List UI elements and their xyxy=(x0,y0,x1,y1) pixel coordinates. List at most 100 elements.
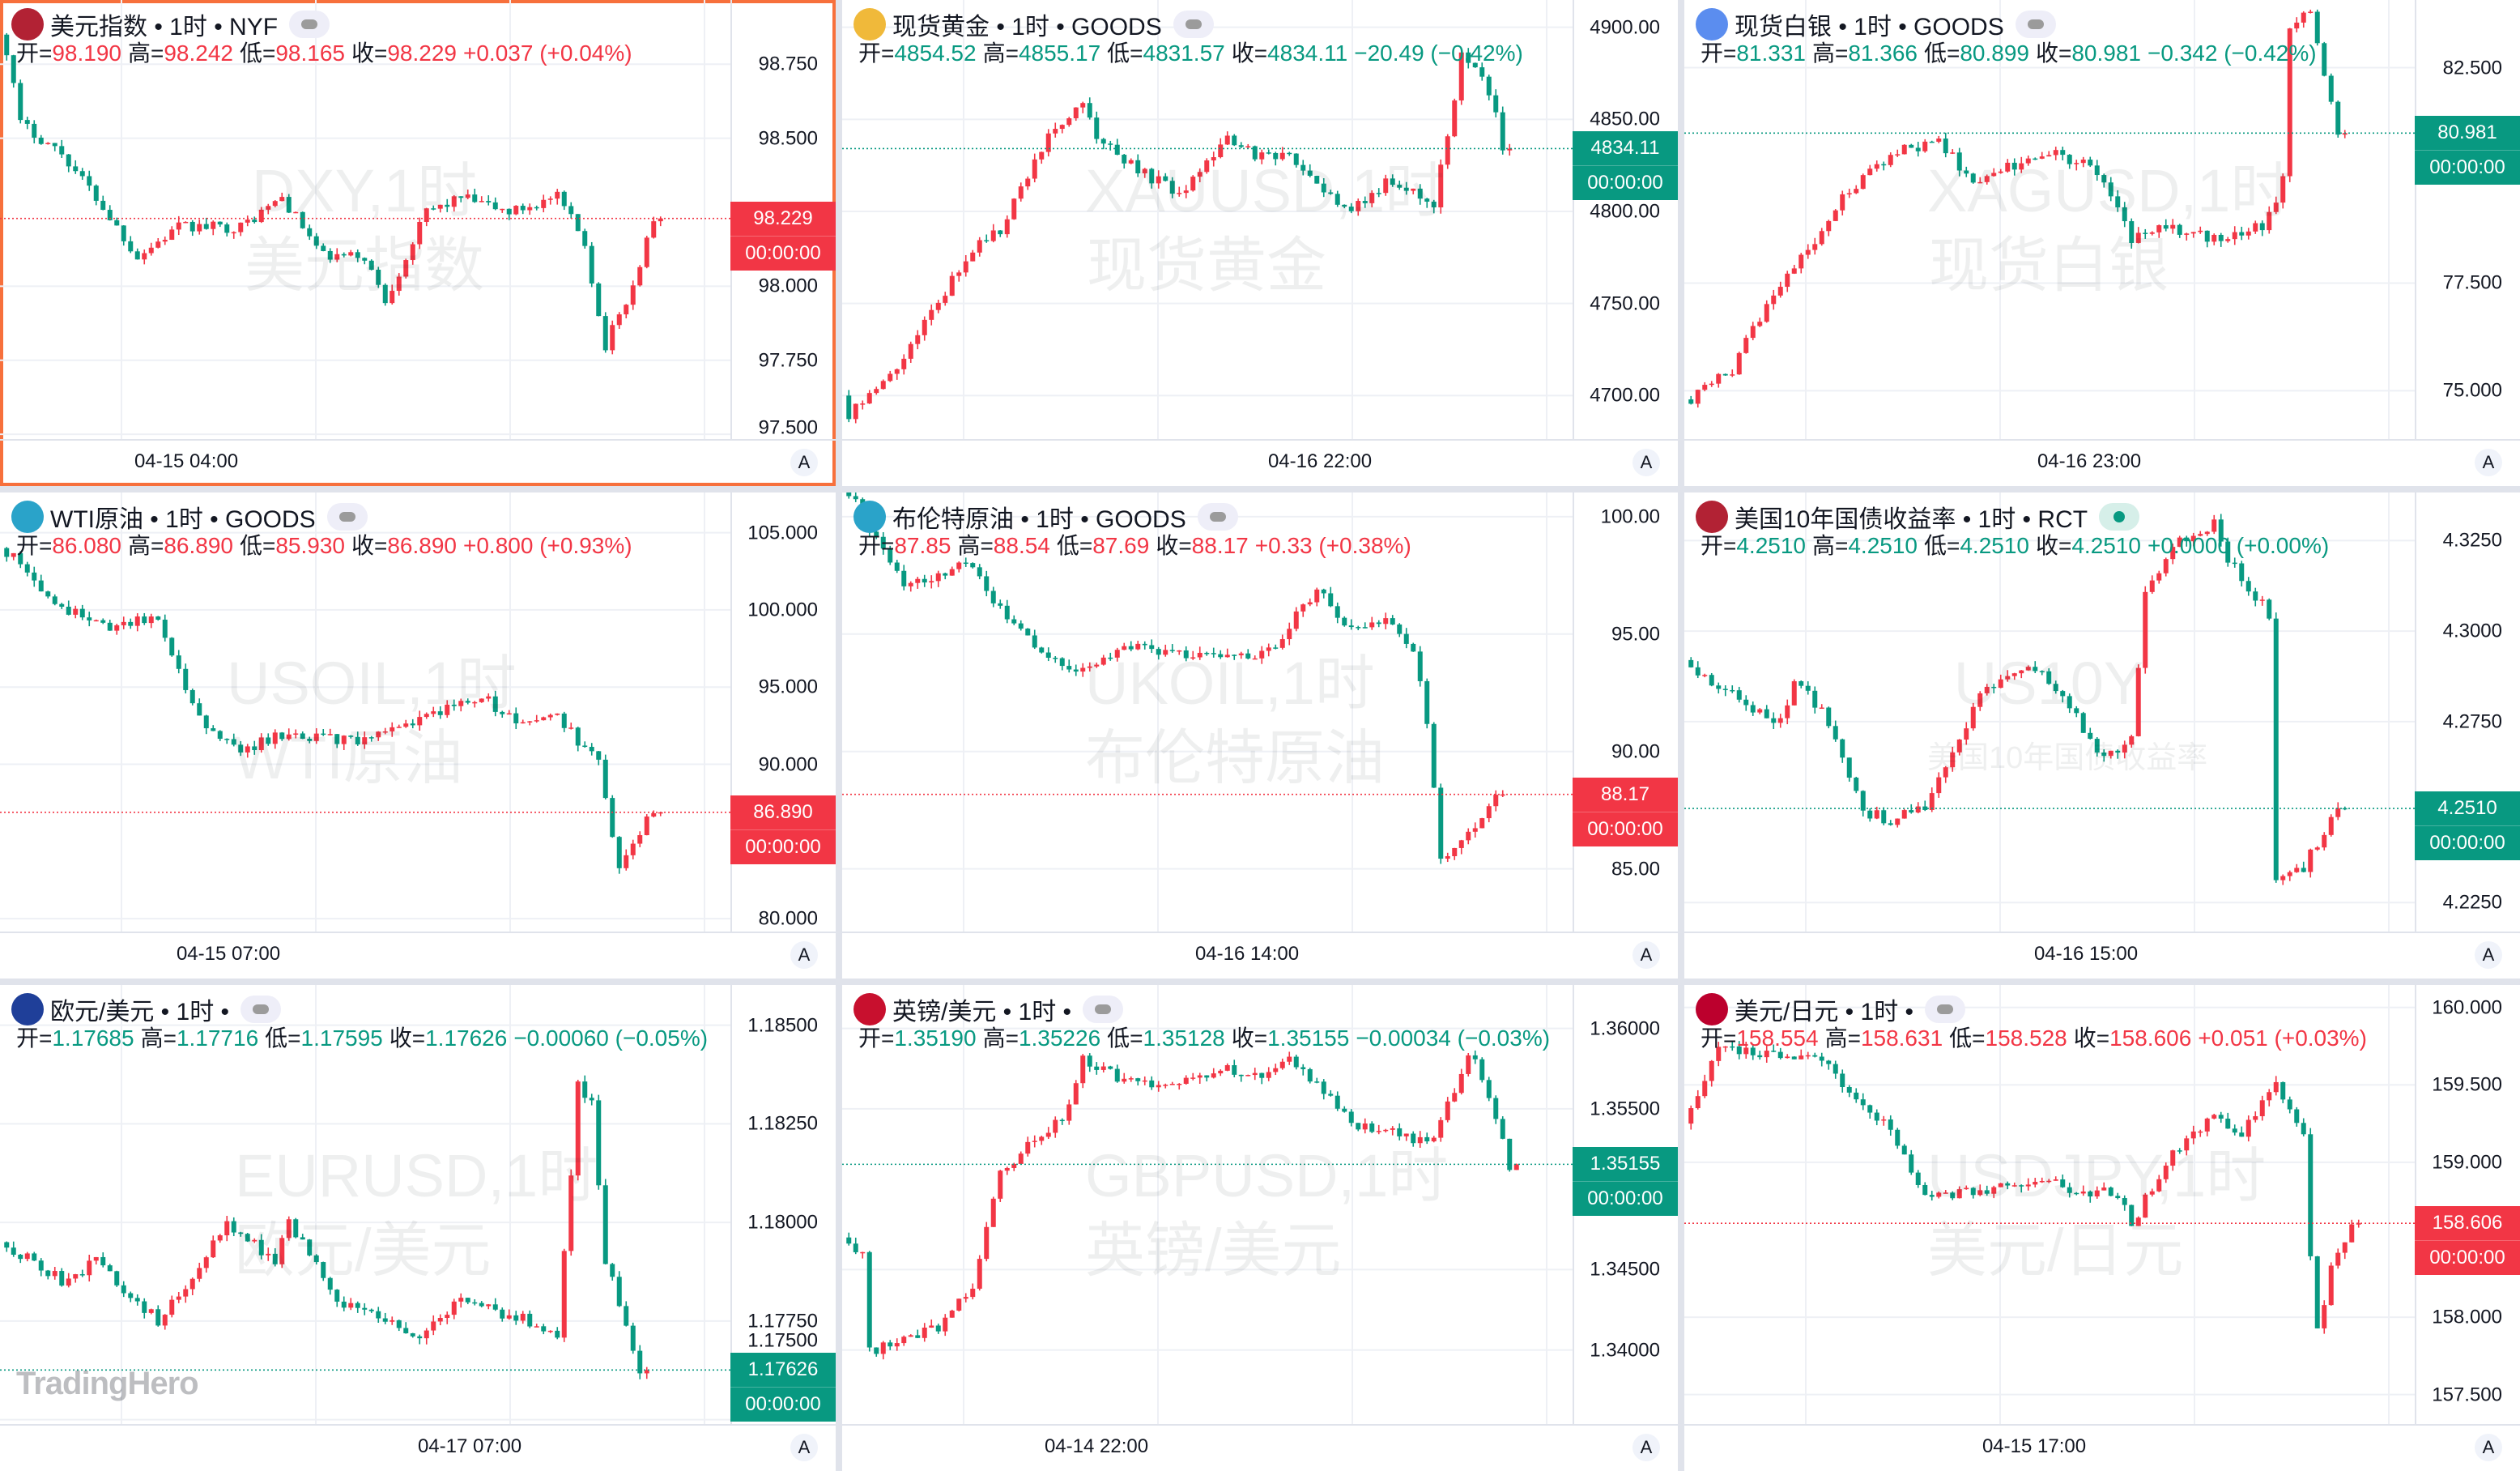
candle-body xyxy=(2011,162,2017,170)
candle-body xyxy=(38,137,44,144)
symbol-title[interactable]: 美元/日元 • 1时 • xyxy=(1735,999,1914,1025)
auto-scale-button[interactable]: A xyxy=(2475,941,2502,969)
chart-plot-area[interactable]: EURUSD,1时 欧元/美元 TradingHero xyxy=(0,985,730,1424)
symbol-header[interactable]: 美国10年国债收益率 • 1时 • RCT xyxy=(1696,499,2140,535)
chart-panel[interactable]: DXY,1时 美元指数 美元指数 • 1时 • NYF 开=98.190 高=98.24… xyxy=(0,0,836,486)
price-axis[interactable]: 105.000 100.000 95.000 90.000 80.000 xyxy=(730,492,836,932)
time-axis[interactable]: 04-16 14:00 A xyxy=(842,932,1678,979)
chart-plot-area[interactable]: XAGUSD,1时 现货白银 xyxy=(1684,0,2415,439)
symbol-header[interactable]: 现货黄金 • 1时 • GOODS xyxy=(853,6,1214,42)
symbol-header[interactable]: 美元指数 • 1时 • NYF xyxy=(11,6,330,42)
time-axis[interactable]: 04-16 23:00 A xyxy=(1684,439,2520,486)
candle-body xyxy=(313,236,319,246)
chart-panel[interactable]: USDJPY,1时 美元/日元 美元/日元 • 1时 • 开=158.554 高=158… xyxy=(1684,985,2520,1471)
status-badge[interactable] xyxy=(241,996,282,1023)
auto-scale-button[interactable]: A xyxy=(790,449,818,476)
status-badge[interactable] xyxy=(289,11,330,38)
chart-panel[interactable]: GBPUSD,1时 英镑/美元 英镑/美元 • 1时 • 开=1.35190 高=1.3… xyxy=(842,985,1678,1471)
price-axis[interactable]: 100.00 95.00 90.00 85.00 xyxy=(1573,492,1678,932)
last-price-label: 158.606 00:00:00 xyxy=(2415,1206,2520,1276)
candle-body xyxy=(915,578,921,583)
candle-body xyxy=(2273,203,2279,212)
symbol-header[interactable]: WTI原油 • 1时 • GOODS xyxy=(11,499,368,535)
symbol-header[interactable]: 英镑/美元 • 1时 • xyxy=(853,991,1124,1027)
candle-body xyxy=(1812,690,1818,708)
price-axis[interactable]: 82.500 77.500 75.000 xyxy=(2415,0,2520,439)
ohlc-value-open: 158.554 xyxy=(1736,1025,1819,1051)
symbol-title[interactable]: WTI原油 • 1时 • GOODS xyxy=(50,506,316,533)
candle-body xyxy=(1397,1128,1403,1136)
status-badge[interactable] xyxy=(326,503,368,531)
symbol-title[interactable]: 布伦特原油 • 1时 • GOODS xyxy=(892,506,1186,533)
status-badge[interactable] xyxy=(1197,503,1238,531)
chart-panel[interactable]: UKOIL,1时 布伦特原油 布伦特原油 • 1时 • GOODS 开=87.85 高=… xyxy=(842,492,1678,979)
time-axis[interactable]: 04-16 22:00 A xyxy=(842,439,1678,486)
symbol-header[interactable]: 美元/日元 • 1时 • xyxy=(1696,991,1966,1027)
symbol-title[interactable]: 现货黄金 • 1时 • GOODS xyxy=(892,14,1162,41)
candle-body xyxy=(121,1285,126,1294)
status-badge[interactable] xyxy=(1925,996,1966,1023)
candle-body xyxy=(396,727,402,728)
chart-panel[interactable]: XAUUSD,1时 现货黄金 现货黄金 • 1时 • GOODS 开=4854.52 高… xyxy=(842,0,1678,486)
chart-plot-area[interactable]: USDJPY,1时 美元/日元 xyxy=(1684,985,2415,1424)
chart-panel[interactable]: XAGUSD,1时 现货白银 现货白银 • 1时 • GOODS 开=81.331 高=… xyxy=(1684,0,2520,486)
auto-scale-button[interactable]: A xyxy=(2475,1434,2502,1461)
chart-plot-area[interactable]: USOIL,1时 WTI原油 xyxy=(0,492,730,932)
candle-body xyxy=(403,260,409,277)
chart-plot-area[interactable]: UKOIL,1时 布伦特原油 xyxy=(842,492,1573,932)
symbol-header[interactable]: 布伦特原油 • 1时 • GOODS xyxy=(853,499,1238,535)
symbol-header[interactable]: 欧元/美元 • 1时 • xyxy=(11,991,282,1027)
chart-plot-area[interactable]: XAUUSD,1时 现货黄金 xyxy=(842,0,1573,439)
symbol-title[interactable]: 欧元/美元 • 1时 • xyxy=(50,999,230,1025)
candle-body xyxy=(547,1330,553,1332)
auto-scale-button[interactable]: A xyxy=(1632,449,1660,476)
time-axis[interactable]: 04-17 07:00 A xyxy=(0,1424,836,1471)
time-axis[interactable]: 04-15 04:00 A xyxy=(0,439,836,486)
candle-body xyxy=(1080,667,1086,672)
symbol-title[interactable]: 现货白银 • 1时 • GOODS xyxy=(1735,14,2004,41)
chart-panel[interactable]: EURUSD,1时 欧元/美元 TradingHero 欧元/美元 • 1时 • 开=1… xyxy=(0,985,836,1471)
price-axis[interactable]: 4.3250 4.3000 4.2750 4.2250 xyxy=(2415,492,2520,932)
time-axis[interactable]: 04-14 22:00 A xyxy=(842,1424,1678,1471)
candle-body xyxy=(1100,657,1106,665)
status-badge[interactable] xyxy=(2015,11,2056,38)
symbol-title[interactable]: 英镑/美元 • 1时 • xyxy=(892,999,1072,1025)
auto-scale-button[interactable]: A xyxy=(1632,1434,1660,1461)
candle-body xyxy=(1328,192,1334,194)
price-axis[interactable]: 98.750 98.500 98.000 97.750 97.500 xyxy=(730,0,836,439)
chart-panel[interactable]: US10Y 美国10年国债收益率 美国10年国债收益率 • 1时 • RCT 开=4.… xyxy=(1684,492,2520,979)
time-axis[interactable]: 04-15 07:00 A xyxy=(0,932,836,979)
chart-plot-area[interactable]: DXY,1时 美元指数 xyxy=(0,0,730,439)
candle-body xyxy=(2046,671,2052,684)
status-badge[interactable] xyxy=(2099,503,2140,531)
watermark-line: XAUUSD,1时 xyxy=(1085,157,1445,224)
candle-body xyxy=(2156,225,2162,232)
ohlc-label-high: 高= xyxy=(982,1025,1019,1051)
auto-scale-button[interactable]: A xyxy=(790,1434,818,1461)
auto-scale-button[interactable]: A xyxy=(790,941,818,969)
auto-scale-button[interactable]: A xyxy=(1632,941,1660,969)
price-axis[interactable]: 160.000 159.500 159.000 158.000 157.500 xyxy=(2415,985,2520,1424)
price-axis[interactable]: 4900.00 4850.00 4800.00 4750.00 4700.00 xyxy=(1573,0,1678,439)
candle-body xyxy=(2287,28,2292,177)
candle-body xyxy=(1328,593,1334,607)
price-axis[interactable]: 1.18500 1.18250 1.18000 1.17750 1.17500 xyxy=(730,985,836,1424)
candle-body xyxy=(943,1317,948,1332)
candle-body xyxy=(2143,232,2148,234)
symbol-title[interactable]: 美元指数 • 1时 • NYF xyxy=(50,14,279,41)
time-axis[interactable]: 04-16 15:00 A xyxy=(1684,932,2520,979)
candle-body xyxy=(2184,1138,2190,1151)
last-price-label: 86.890 00:00:00 xyxy=(730,795,836,864)
status-badge[interactable] xyxy=(1083,996,1124,1023)
chart-plot-area[interactable]: GBPUSD,1时 英镑/美元 xyxy=(842,985,1573,1424)
candle-body xyxy=(624,855,629,868)
auto-scale-button[interactable]: A xyxy=(2475,449,2502,476)
symbol-title[interactable]: 美国10年国债收益率 • 1时 • RCT xyxy=(1735,506,2088,533)
candle-body xyxy=(1114,1068,1120,1082)
status-badge[interactable] xyxy=(1173,11,1214,38)
symbol-header[interactable]: 现货白银 • 1时 • GOODS xyxy=(1696,6,2056,42)
time-axis[interactable]: 04-15 17:00 A xyxy=(1684,1424,2520,1471)
candle-body xyxy=(59,146,65,155)
chart-plot-area[interactable]: US10Y 美国10年国债收益率 xyxy=(1684,492,2415,932)
chart-panel[interactable]: USOIL,1时 WTI原油 WTI原油 • 1时 • GOODS 开=86.080 高… xyxy=(0,492,836,979)
